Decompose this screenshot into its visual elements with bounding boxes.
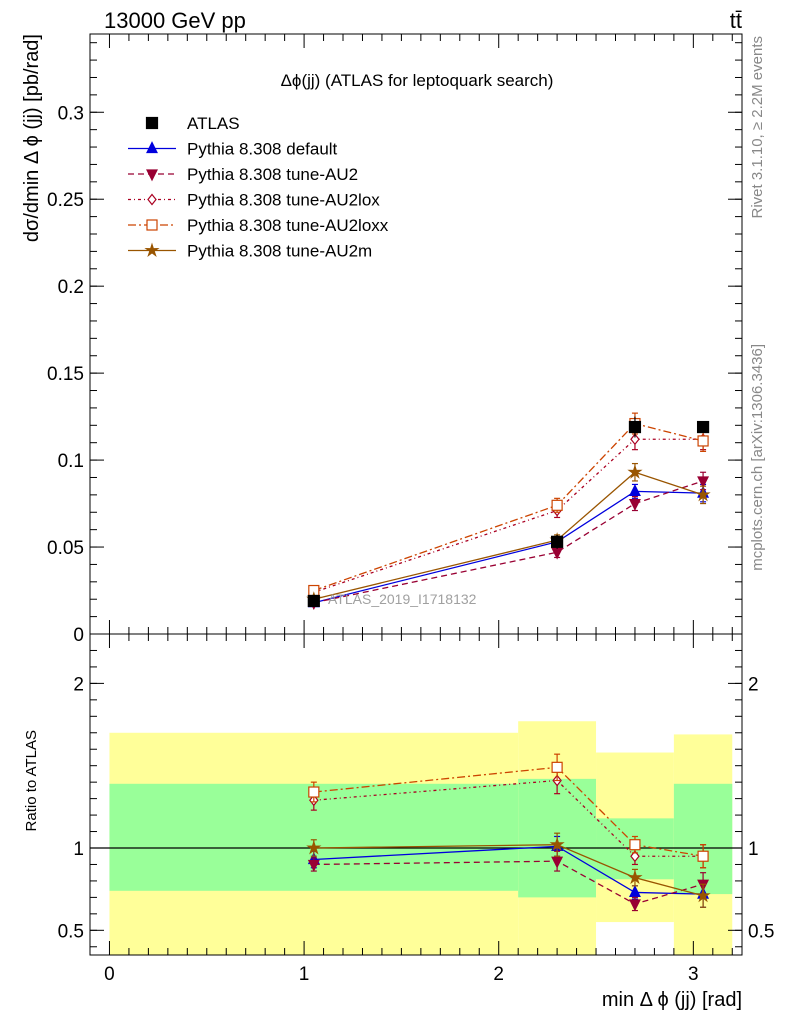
legend-marker-AU2	[146, 169, 158, 182]
main-point-default	[628, 484, 641, 496]
main-point-AU2	[697, 476, 710, 489]
ratio-point-default	[628, 885, 641, 898]
ratio-point-AU2loxx	[551, 761, 563, 773]
main-point-AU2loxx	[551, 499, 563, 511]
ratio-y-tick-label: 1	[73, 839, 84, 860]
header-right-label: tt̄	[730, 8, 742, 33]
main-y-tick-label: 0.1	[58, 451, 84, 472]
main-point-AU2m	[627, 464, 643, 479]
main-y-tick-label: 0.15	[47, 364, 84, 385]
main-y-tick-label: 0.05	[47, 538, 84, 559]
ratio-y-axis-label: Ratio to ATLAS	[23, 730, 40, 831]
ratio-point-AU2m	[695, 887, 711, 903]
ratio-point-AU2lox	[630, 850, 640, 863]
header-left-label: 13000 GeV pp	[104, 8, 246, 33]
ratio-point-AU2	[628, 899, 641, 912]
ratio-point-AU2loxx	[308, 786, 320, 798]
ratio-bands	[109, 721, 733, 955]
side-label-mcplots: mcplots.cern.ch [arXiv:1306.3436]	[749, 344, 766, 571]
main-line-AU2lox	[313, 438, 704, 593]
ratio-line-AU2loxx	[313, 766, 704, 857]
main-y-axis-label: dσ/dmin Δ ϕ (jj) [pb/rad]	[21, 34, 43, 242]
main-title: Δϕ(jj) (ATLAS for leptoquark search)	[281, 71, 554, 90]
legend-marker-default	[146, 141, 158, 154]
legend-marker-atlas	[145, 116, 159, 130]
legend-marker-AU2loxx	[146, 219, 158, 231]
legend-label-AU2lox: Pythia 8.308 tune-AU2lox	[187, 191, 380, 210]
x-tick-label: 0	[104, 964, 115, 985]
ratio-y-tick-label: 2	[73, 674, 84, 695]
ratio-point-AU2m	[627, 869, 643, 885]
atlas-data-point	[628, 420, 642, 434]
ratio-line-default	[313, 845, 704, 895]
legend-marker-AU2lox	[147, 193, 157, 206]
x-tick-label: 1	[299, 964, 310, 985]
main-y-tick-label: 0.3	[58, 103, 84, 124]
main-line-default	[313, 490, 704, 604]
main-y-tick-label: 0	[73, 625, 84, 646]
ratio-y-tick-label-right: 0.5	[748, 921, 774, 942]
legend-label-atlas: ATLAS	[187, 114, 240, 133]
ratio-y-tick-label-right: 1	[748, 839, 759, 860]
ratio-point-AU2loxx	[629, 839, 641, 851]
x-tick-label: 2	[493, 964, 504, 985]
main-point-AU2m	[695, 486, 711, 502]
atlas-data-point	[551, 535, 564, 548]
legend-marker-AU2m	[144, 242, 160, 257]
ratio-point-AU2loxx	[697, 850, 709, 862]
legend-label-AU2: Pythia 8.308 tune-AU2	[187, 165, 358, 184]
main-line-AU2	[313, 480, 704, 604]
ratio-point-AU2	[551, 856, 564, 869]
main-point-AU2loxx	[697, 435, 709, 447]
ratio-line-AU2m	[313, 844, 704, 897]
side-label-rivet: Rivet 3.1.10, ≥ 2.2M events	[749, 36, 766, 219]
ratio-point-AU2	[307, 859, 320, 872]
ratio-y-tick-label: 0.5	[58, 921, 84, 942]
main-line-AU2loxx	[313, 422, 704, 592]
main-point-AU2lox	[630, 433, 640, 446]
watermark-label: ATLAS_2019_I1718132	[328, 591, 477, 607]
axes: 0 0.05 0.1 0.15 0.2 0.25 0.3 0 1 2 3 0.5 0.5 1 1 2 2	[47, 33, 774, 985]
legend-label-AU2loxx: Pythia 8.308 tune-AU2loxx	[187, 216, 389, 235]
legend-label-default: Pythia 8.308 default	[187, 140, 338, 159]
ratio-plot-frame	[89, 633, 743, 956]
main-line-AU2m	[313, 471, 704, 600]
x-tick-label: 3	[688, 964, 699, 985]
ratio-line-AU2lox	[313, 779, 704, 857]
legend: ATLAS Pythia 8.308 default Pythia 8.308 tu…	[128, 114, 389, 261]
legend-label-AU2m: Pythia 8.308 tune-AU2m	[187, 242, 372, 261]
main-point-AU2	[628, 498, 641, 511]
atlas-data-point	[696, 420, 710, 434]
ratio-y-tick-label-right: 2	[748, 674, 759, 695]
ratio-line-AU2	[313, 860, 704, 905]
x-axis-label: min Δ ϕ (jj) [rad]	[602, 989, 742, 1011]
main-y-tick-label: 0.25	[47, 190, 84, 211]
data-layer	[306, 412, 711, 912]
main-y-tick-label: 0.2	[58, 277, 84, 298]
atlas-data-point	[307, 594, 320, 608]
ratio-point-AU2m	[306, 840, 322, 855]
ratio-point-AU2m	[549, 836, 565, 852]
